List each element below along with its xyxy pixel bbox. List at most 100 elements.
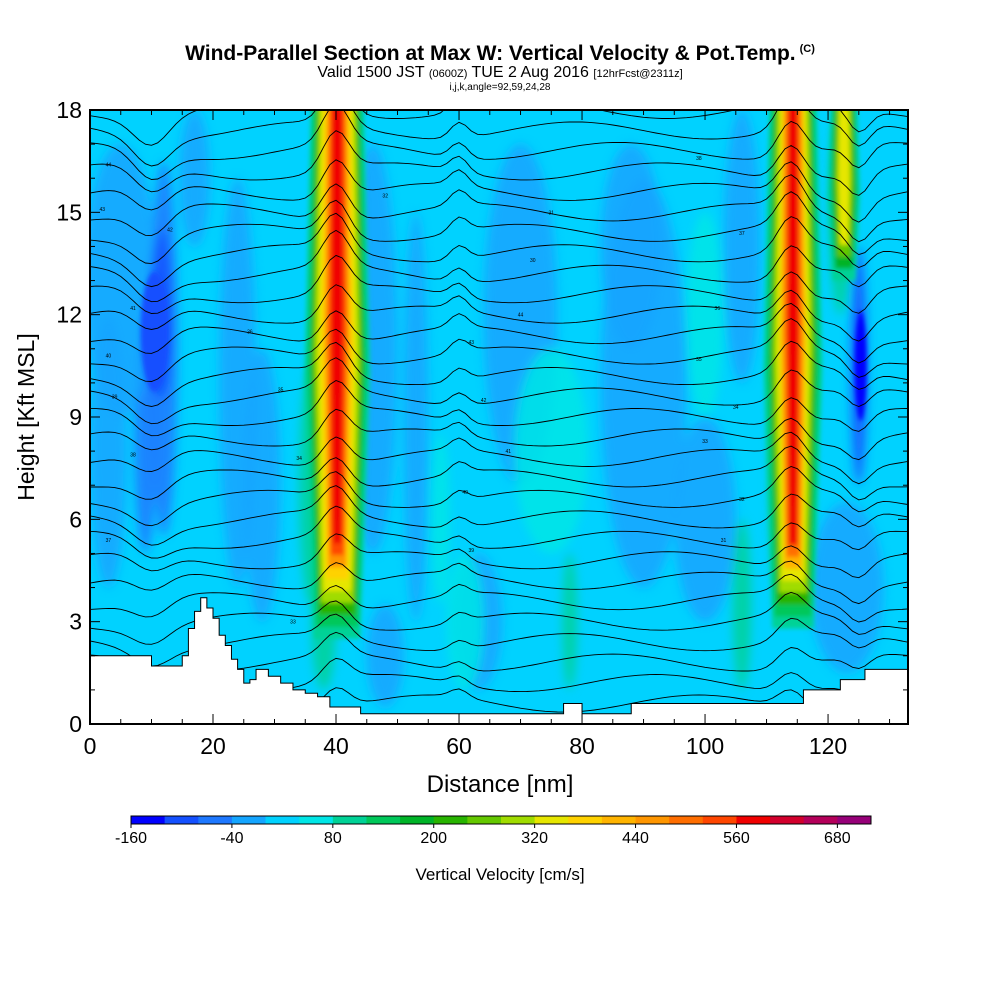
x-tick-label: 0 [84, 733, 97, 759]
chart-title-text: Wind-Parallel Section at Max W: Vertical… [185, 42, 796, 65]
isentrope-label: 35 [696, 357, 702, 363]
isentrope-line [90, 560, 908, 605]
isentrope-line [90, 379, 908, 437]
isentrope-line [90, 445, 908, 501]
field-blob [431, 434, 450, 605]
field-blob [674, 416, 736, 622]
isentrope-label: 43 [469, 340, 475, 346]
x-tick-label: 40 [323, 733, 349, 759]
isentrope-line [90, 110, 908, 167]
field-blob [732, 519, 752, 690]
downdraft-core [140, 271, 169, 392]
isentrope-label: 34 [296, 456, 302, 462]
x-tick-label: 80 [569, 733, 595, 759]
colorbar-tick-label: -40 [220, 830, 244, 847]
isentrope-line [90, 431, 908, 485]
isentrope-label: 40 [106, 354, 112, 360]
isentrope-label: 34 [733, 405, 739, 411]
y-tick-label: 6 [69, 506, 82, 532]
isentrope-label: 36 [247, 330, 253, 336]
colorbar-swatch [601, 816, 636, 824]
x-tick-label: 60 [446, 733, 472, 759]
colorbar-swatch [736, 816, 771, 824]
colorbar-swatch [669, 816, 704, 824]
valid-utc: (0600Z) [428, 68, 468, 80]
isentrope-label: 35 [278, 388, 284, 394]
downdraft-core [854, 310, 867, 421]
copyright-mark: (C) [799, 43, 815, 55]
colorbar-swatch [837, 816, 872, 824]
colorbar-swatch [332, 816, 367, 824]
y-axis-label: Height [Kft MSL] [13, 333, 39, 500]
isentrope-label: 41 [130, 306, 136, 312]
colorbar-swatch [702, 816, 737, 824]
colorbar-tick-label: 680 [824, 830, 851, 847]
colorbar-swatch [231, 816, 266, 824]
isentrope-label: 32 [739, 497, 745, 503]
isentrope-label: 39 [469, 548, 475, 554]
field-blob [600, 144, 662, 349]
colorbar-tick-label: 560 [723, 830, 750, 847]
colorbar-swatch [131, 816, 166, 824]
isentrope-label: 37 [739, 231, 745, 237]
isentrope-line [90, 302, 908, 364]
colorbar-swatch [366, 816, 401, 824]
chart-subtitle: Valid 1500 JST (0600Z) TUE 2 Aug 2016 [1… [0, 65, 1000, 82]
isentrope-line [90, 191, 908, 265]
isentrope-line [90, 573, 908, 623]
isentrope-label: 43 [100, 207, 106, 213]
colorbar-swatch [501, 816, 536, 824]
colorbar-swatch [467, 816, 502, 824]
isentrope-line [90, 229, 908, 303]
isentrope-label: 33 [290, 620, 296, 626]
isentrope-label: 33 [702, 439, 708, 445]
isentrope-label: 31 [721, 538, 727, 544]
colorbar-swatch [198, 816, 233, 824]
updraft-core [304, 110, 371, 639]
x-tick-label: 120 [809, 733, 847, 759]
isentrope-line [90, 110, 908, 180]
isentrope-line [90, 340, 908, 407]
isentrope-line [90, 212, 908, 288]
valid-time: Valid 1500 JST [317, 64, 425, 81]
updraft-core [828, 110, 861, 281]
field-blob [514, 348, 589, 554]
isentrope-label: 39 [112, 395, 118, 401]
y-tick-label: 18 [56, 97, 82, 123]
colorbar-swatch [635, 816, 670, 824]
isentrope-line [90, 130, 908, 196]
updraft-level [838, 110, 850, 245]
isentrope-line [90, 466, 908, 527]
forecast-info: [12hrFcst@2311z] [593, 68, 683, 80]
isentrope-line [90, 485, 908, 546]
colorbar-swatch [433, 816, 468, 824]
colorbar-tick-label: 440 [622, 830, 649, 847]
y-tick-label: 12 [56, 302, 82, 328]
isentrope-label: 36 [715, 306, 721, 312]
isentrope-label: 30 [530, 258, 536, 264]
x-tick-label: 100 [686, 733, 724, 759]
colorbar-swatch [770, 816, 805, 824]
isentrope-label: 37 [106, 538, 112, 544]
isentrope-line [90, 254, 908, 314]
colorbar-tick-label: -160 [114, 830, 148, 847]
field-blob [179, 110, 210, 247]
x-axis-label: Distance [nm] [427, 771, 574, 798]
isentrope-line [90, 318, 908, 382]
isentrope-label: 38 [130, 453, 136, 459]
isentrope-contours: 44 43 42 41 40 39 38 37 36 35 34 33 32 31 30 44 43 42 41 40… [90, 110, 908, 724]
field-blob [686, 212, 724, 417]
field-blob [723, 110, 761, 383]
isentrope-line [90, 613, 908, 667]
chart-title: Wind-Parallel Section at Max W: Vertical… [0, 38, 1000, 65]
y-tick-label: 9 [69, 404, 82, 430]
isentrope-label: 38 [696, 156, 702, 162]
field-blob [446, 553, 484, 690]
isentrope-line [90, 284, 908, 342]
chart-title-block: Wind-Parallel Section at Max W: Vertical… [0, 38, 1000, 94]
updraft-level [331, 110, 344, 544]
field-blob [809, 502, 884, 673]
colorbar-swatch [803, 816, 838, 824]
